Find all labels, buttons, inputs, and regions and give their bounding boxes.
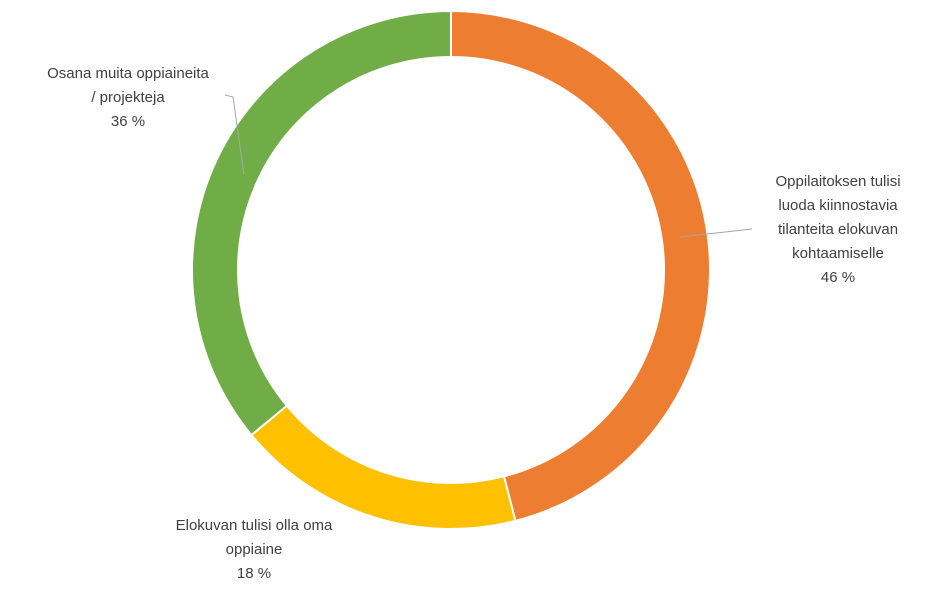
slice-label-2: Elokuvan tulisi olla oma oppiaine 18 % — [176, 517, 333, 582]
slice-label-line: tilanteita elokuvan — [778, 221, 898, 238]
donut-slice-1 — [450, 9, 711, 523]
slice-label-1: Oppilaitoksen tulisi luoda kiinnostavia ti… — [775, 173, 900, 286]
slice-label-line: Osana muita oppiaineita — [47, 65, 209, 82]
leader-line-1 — [679, 228, 753, 238]
slice-label-line: luoda kiinnostavia — [778, 197, 898, 214]
donut-slice-2 — [250, 404, 517, 530]
slice-label-line: / projekteja — [91, 89, 165, 106]
slice-value-label-1: 46 % — [821, 269, 855, 286]
slice-label-line: kohtaamiselle — [792, 245, 884, 262]
slice-label-line: Elokuvan tulisi olla oma — [176, 517, 333, 534]
leader-line-3 — [224, 94, 245, 176]
slice-value-label-3: 36 % — [111, 113, 145, 130]
slice-label-line: oppiaine — [226, 541, 283, 558]
slice-value-label-2: 18 % — [237, 565, 271, 582]
slice-label-3: Osana muita oppiaineita / projekteja 36 % — [47, 65, 209, 130]
slice-label-line: Oppilaitoksen tulisi — [775, 173, 900, 190]
donut-slice-3 — [191, 9, 452, 437]
